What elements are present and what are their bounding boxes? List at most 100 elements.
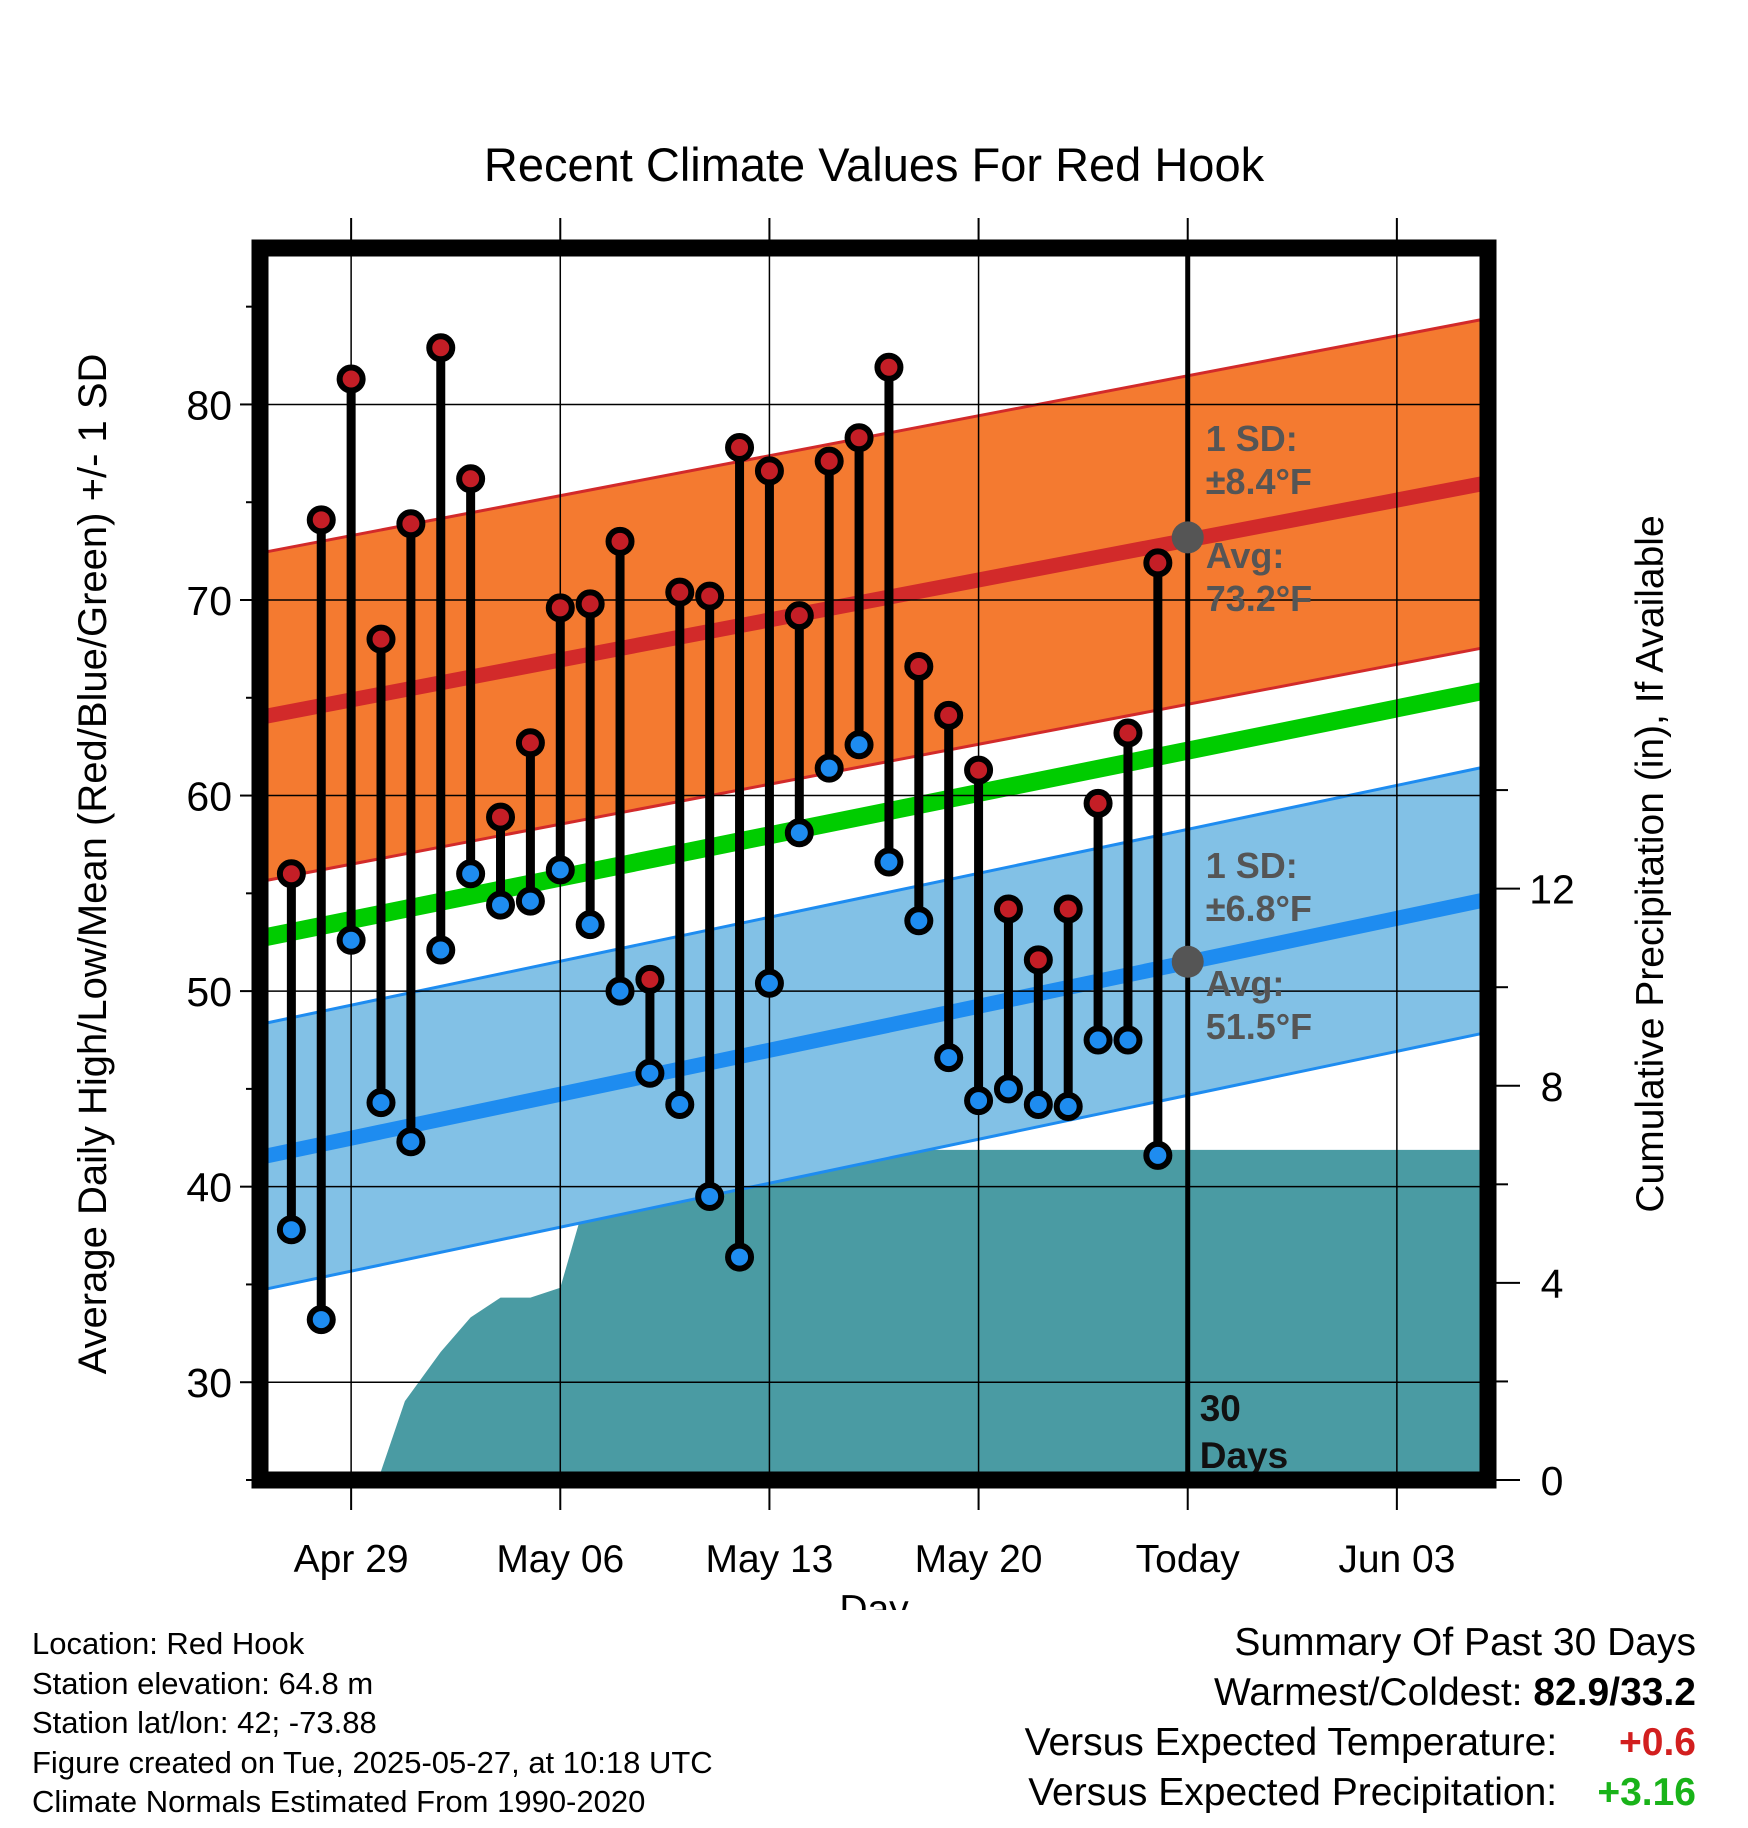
daily-low-point-2 bbox=[336, 925, 366, 955]
high-sd-band-upper-edge bbox=[259, 316, 1489, 555]
high-sd-band-lower-edge bbox=[259, 645, 1489, 884]
y-axis-title: Average Daily High/Low/Mean (Red/Blue/Gr… bbox=[71, 354, 115, 1375]
high-sd-annotation-value: ±8.4°F bbox=[1206, 461, 1312, 502]
daily-low-point-13 bbox=[665, 1090, 695, 1120]
daily-high-point-21 bbox=[904, 651, 934, 681]
y-tick-label-4: 70 bbox=[186, 578, 232, 624]
daily-low-point-5 bbox=[426, 935, 456, 965]
today-days-label: Days bbox=[1200, 1435, 1288, 1476]
avg-marker-1 bbox=[1171, 945, 1204, 978]
daily-high-point-14 bbox=[695, 581, 725, 611]
y2-tick-label-3: 12 bbox=[1529, 867, 1575, 913]
chart-title: Recent Climate Values For Red Hook bbox=[484, 138, 1265, 191]
daily-low-point-9 bbox=[545, 855, 575, 885]
low-sd-annotation-label: 1 SD: bbox=[1206, 845, 1298, 886]
x-tick-label-1: May 06 bbox=[496, 1538, 624, 1581]
x-axis-title: Day bbox=[839, 1588, 909, 1610]
daily-high-point-25 bbox=[1023, 945, 1053, 975]
daily-low-point-21 bbox=[904, 906, 934, 936]
created-text: Figure created on Tue, 2025-05-27, at 10… bbox=[32, 1744, 713, 1780]
normal-low-line bbox=[258, 891, 1490, 1165]
x-tick-label-4: Today bbox=[1136, 1538, 1241, 1581]
daily-high-point-24 bbox=[993, 894, 1023, 924]
daily-high-point-9 bbox=[545, 593, 575, 623]
daily-low-point-8 bbox=[515, 886, 545, 916]
warm-cold-label: Warmest/Coldest: bbox=[1214, 1671, 1523, 1714]
daily-low-point-25 bbox=[1023, 1090, 1053, 1120]
low-avg-annotation-value: 51.5°F bbox=[1206, 1006, 1312, 1047]
daily-high-point-26 bbox=[1053, 894, 1083, 924]
daily-low-point-15 bbox=[725, 1242, 755, 1272]
avg-marker-0 bbox=[1171, 521, 1204, 554]
y2-axis-title: Cumulative Precipitation (in), If Availa… bbox=[1629, 515, 1672, 1212]
precip-row: Versus Expected Precipitation: +3.16 bbox=[1025, 1768, 1696, 1818]
daily-low-point-20 bbox=[874, 847, 904, 877]
daily-low-point-22 bbox=[934, 1043, 964, 1073]
x-tick-label-3: May 20 bbox=[915, 1538, 1043, 1581]
daily-low-point-12 bbox=[635, 1058, 665, 1088]
daily-high-point-20 bbox=[874, 352, 904, 382]
x-tick-label-0: Apr 29 bbox=[294, 1538, 409, 1581]
low-sd-band-upper-edge bbox=[259, 764, 1489, 1026]
daily-high-point-27 bbox=[1083, 788, 1113, 818]
daily-high-point-11 bbox=[605, 526, 635, 556]
daily-high-point-5 bbox=[426, 333, 456, 363]
daily-low-point-26 bbox=[1053, 1091, 1083, 1121]
elevation-text: Station elevation: 64.8 m bbox=[32, 1665, 374, 1701]
x-tick-label-5: Jun 03 bbox=[1338, 1538, 1455, 1581]
daily-high-point-13 bbox=[665, 577, 695, 607]
latlon-text: Station lat/lon: 42; -73.88 bbox=[32, 1705, 377, 1740]
daily-low-point-23 bbox=[964, 1086, 994, 1116]
daily-high-point-8 bbox=[515, 728, 545, 758]
daily-low-point-10 bbox=[575, 910, 605, 940]
normal-mean-line bbox=[258, 681, 1490, 948]
daily-low-point-17 bbox=[784, 818, 814, 848]
summary-heading: Summary Of Past 30 Days bbox=[1234, 1621, 1696, 1664]
daily-high-point-1 bbox=[306, 505, 336, 535]
low-sd-annotation-value: ±6.8°F bbox=[1206, 888, 1312, 929]
daily-high-point-22 bbox=[934, 700, 964, 730]
daily-low-point-19 bbox=[844, 730, 874, 760]
warm-cold-value: 82.9/33.2 bbox=[1533, 1671, 1696, 1714]
y-tick-label-5: 80 bbox=[186, 382, 232, 428]
daily-high-point-15 bbox=[725, 432, 755, 462]
daily-low-point-16 bbox=[754, 968, 784, 998]
normals-text: Climate Normals Estimated From 1990-2020 bbox=[32, 1784, 646, 1819]
low-avg-annotation-label: Avg: bbox=[1206, 963, 1285, 1004]
daily-high-point-12 bbox=[635, 964, 665, 994]
plot-frame bbox=[251, 239, 1497, 1489]
y-tick-label-0: 30 bbox=[186, 1360, 232, 1406]
warm-cold-row: Warmest/Coldest: 82.9/33.2 bbox=[1025, 1668, 1696, 1718]
daily-high-point-28 bbox=[1113, 718, 1143, 748]
high-avg-annotation-value: 73.2°F bbox=[1206, 578, 1312, 619]
daily-high-point-10 bbox=[575, 589, 605, 619]
y2-tick-label-1: 4 bbox=[1541, 1261, 1564, 1307]
daily-low-point-29 bbox=[1143, 1140, 1173, 1170]
temp-value: +0.6 bbox=[1619, 1721, 1696, 1764]
daily-low-point-1 bbox=[306, 1305, 336, 1335]
high-sd-annotation-label: 1 SD: bbox=[1206, 418, 1298, 459]
precip-value: +3.16 bbox=[1597, 1771, 1696, 1814]
daily-high-point-18 bbox=[814, 446, 844, 476]
daily-low-point-27 bbox=[1083, 1025, 1113, 1055]
climate-chart: Recent Climate Values For Red Hook 30 Day… bbox=[71, 138, 1672, 1610]
daily-high-point-17 bbox=[784, 601, 814, 631]
daily-high-point-7 bbox=[486, 802, 516, 832]
high-avg-annotation-label: Avg: bbox=[1206, 535, 1285, 576]
x-tick-label-2: May 13 bbox=[705, 1538, 833, 1581]
y2-tick-label-0: 0 bbox=[1541, 1458, 1564, 1504]
daily-low-point-0 bbox=[276, 1215, 306, 1245]
y-tick-label-2: 50 bbox=[186, 969, 232, 1015]
precipitation-area bbox=[378, 1149, 1488, 1480]
daily-low-point-6 bbox=[456, 859, 486, 889]
precip-label: Versus Expected Precipitation: bbox=[1028, 1771, 1558, 1814]
daily-high-point-3 bbox=[366, 624, 396, 654]
low-sd-band-lower-edge bbox=[259, 1030, 1489, 1292]
daily-low-point-7 bbox=[486, 890, 516, 920]
daily-low-point-14 bbox=[695, 1181, 725, 1211]
daily-high-point-0 bbox=[276, 859, 306, 889]
daily-low-point-4 bbox=[396, 1127, 426, 1157]
y-tick-label-1: 40 bbox=[186, 1165, 232, 1211]
temp-row: Versus Expected Temperature: +0.6 bbox=[1025, 1718, 1696, 1768]
daily-low-point-28 bbox=[1113, 1025, 1143, 1055]
